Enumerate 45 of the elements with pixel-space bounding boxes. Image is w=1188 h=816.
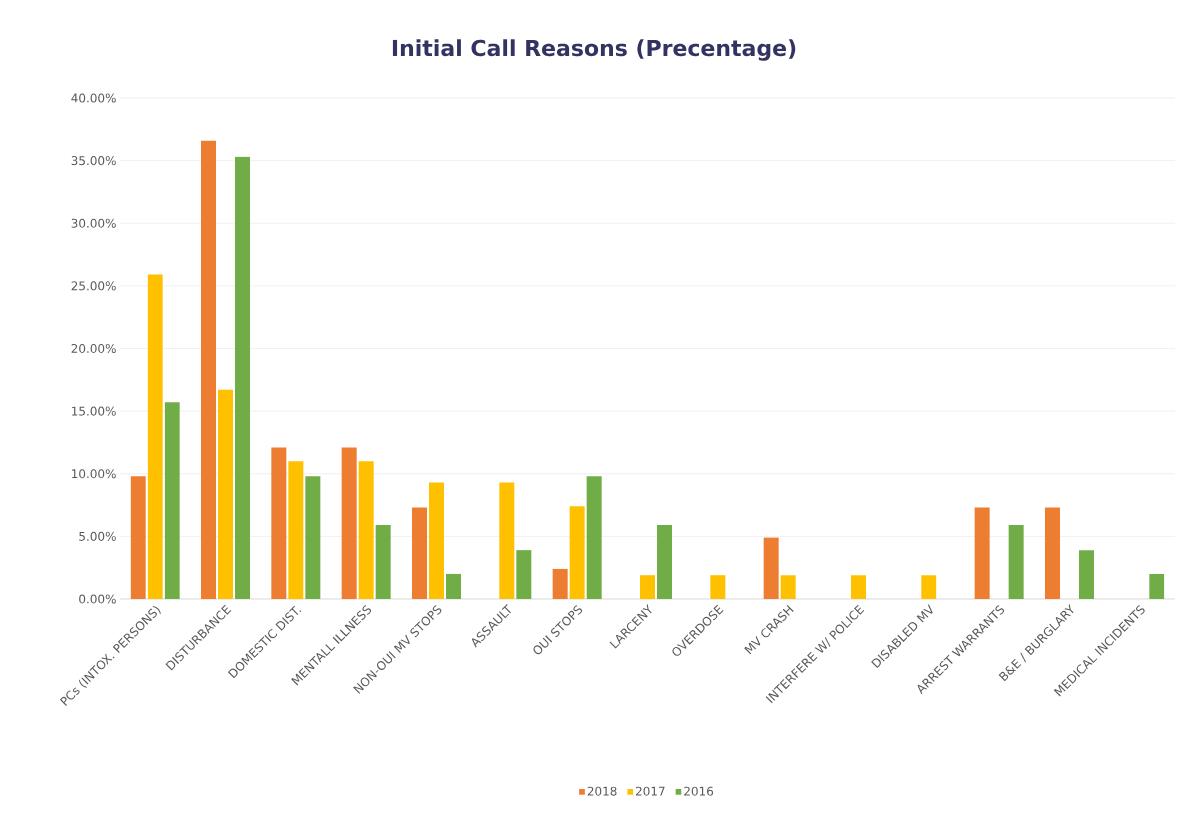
bar — [710, 575, 726, 599]
bar — [218, 389, 234, 599]
y-tick-label: 30.00% — [71, 218, 116, 228]
y-tick-label: 15.00% — [72, 406, 116, 416]
bar — [586, 476, 602, 599]
bar — [130, 476, 146, 599]
bar — [640, 575, 655, 599]
bar — [164, 402, 180, 599]
legend-label: 2017 — [635, 786, 665, 796]
bar — [358, 461, 374, 599]
bar — [569, 506, 585, 599]
bar — [1044, 507, 1060, 599]
bar — [147, 274, 163, 599]
bar — [1149, 573, 1165, 599]
bar — [780, 575, 796, 599]
bar — [429, 482, 445, 599]
bar — [375, 525, 391, 599]
y-tick-label: 25.00% — [71, 281, 116, 291]
bar — [1008, 525, 1024, 599]
bar — [499, 482, 515, 599]
bar — [921, 575, 937, 599]
bar — [201, 140, 217, 599]
y-tick-label: 20.00% — [71, 343, 116, 354]
bar — [763, 537, 779, 599]
bar — [288, 461, 304, 599]
y-tick-label: 10.00% — [72, 469, 116, 479]
bar — [657, 525, 672, 599]
bar — [412, 507, 428, 599]
legend-label: 2016 — [684, 786, 714, 796]
y-tick-label: 5.00% — [79, 531, 116, 541]
y-tick-label: 40.00% — [71, 93, 116, 103]
bar — [851, 575, 866, 599]
y-tick-label: 0.00% — [79, 594, 116, 604]
bar — [446, 573, 461, 599]
bar — [516, 550, 532, 599]
bar — [341, 447, 357, 599]
y-tick-label: 35.00% — [71, 156, 116, 166]
chart-title: Initial Call Reasons (Precentage) — [392, 39, 796, 61]
bar — [552, 568, 568, 599]
bar — [305, 476, 321, 599]
bar — [235, 156, 251, 599]
bar — [1078, 550, 1094, 599]
legend-label: 2018 — [587, 786, 617, 796]
bar — [271, 447, 287, 599]
bar — [974, 507, 990, 599]
